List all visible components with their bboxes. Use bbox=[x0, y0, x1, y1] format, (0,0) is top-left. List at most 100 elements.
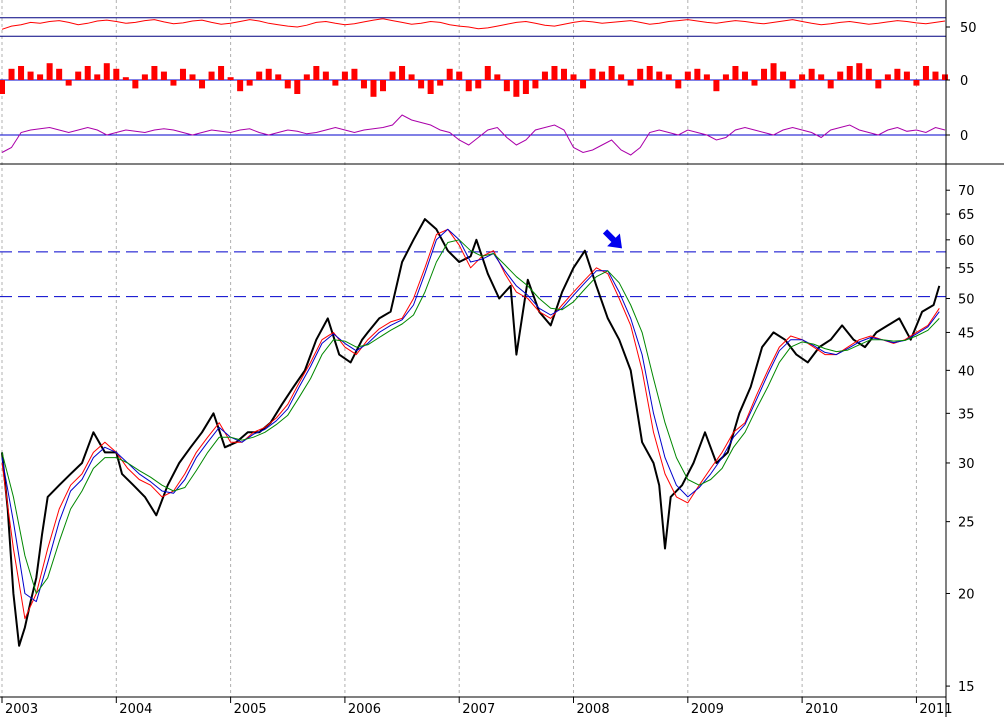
y-tick-label: 15 bbox=[958, 680, 975, 695]
histogram-bar bbox=[179, 68, 186, 80]
histogram-bar bbox=[75, 71, 82, 80]
y-tick-label: 50 bbox=[958, 293, 975, 308]
y-tick-label: 40 bbox=[958, 364, 975, 379]
histogram-bar bbox=[789, 80, 796, 89]
histogram-bar bbox=[837, 71, 844, 80]
histogram-bar bbox=[141, 74, 148, 80]
histogram-bar bbox=[465, 80, 472, 92]
histogram-bar bbox=[227, 77, 234, 80]
histogram-bar bbox=[560, 68, 567, 80]
histogram-bar bbox=[437, 80, 444, 86]
arrow-marker bbox=[602, 229, 623, 249]
histogram-bar bbox=[580, 80, 587, 89]
panel-tick-label: 0 bbox=[960, 74, 968, 89]
y-tick-label: 35 bbox=[958, 407, 975, 422]
histogram-bar bbox=[608, 66, 615, 80]
histogram-bar bbox=[875, 80, 882, 89]
histogram-bar bbox=[313, 66, 320, 80]
histogram-bar bbox=[732, 66, 739, 80]
histogram-bar bbox=[84, 66, 91, 80]
histogram-bar bbox=[684, 71, 691, 80]
x-tick-label: 2005 bbox=[234, 702, 267, 717]
histogram-bar bbox=[113, 68, 120, 80]
histogram-bar bbox=[637, 68, 644, 80]
histogram-bar bbox=[942, 74, 948, 80]
histogram-bar bbox=[865, 68, 872, 80]
histogram-bar bbox=[503, 80, 510, 92]
histogram-bar bbox=[484, 66, 491, 80]
histogram-bar bbox=[570, 74, 577, 80]
histogram-bar bbox=[456, 71, 463, 80]
histogram-bar bbox=[8, 68, 15, 80]
histogram-bar bbox=[380, 80, 387, 92]
panel-line bbox=[1, 114, 946, 156]
histogram-bar bbox=[646, 66, 653, 80]
moving-average-line bbox=[1, 228, 940, 603]
histogram-bar bbox=[799, 74, 806, 80]
histogram-bar bbox=[322, 71, 329, 80]
histogram-bar bbox=[665, 74, 672, 80]
histogram-bar bbox=[418, 80, 425, 89]
x-tick-label: 2008 bbox=[577, 702, 610, 717]
histogram-bar bbox=[903, 71, 910, 80]
histogram-bar bbox=[27, 71, 34, 80]
panel-line bbox=[1, 18, 946, 30]
histogram-bar bbox=[303, 74, 310, 80]
histogram-bar bbox=[522, 80, 529, 94]
histogram-bar bbox=[132, 80, 139, 89]
x-tick-label: 2006 bbox=[348, 702, 381, 717]
histogram-bar bbox=[751, 80, 758, 86]
histogram-bar bbox=[46, 63, 53, 80]
histogram-bar bbox=[160, 71, 167, 80]
histogram-bar bbox=[265, 68, 272, 80]
y-tick-label: 20 bbox=[958, 587, 975, 602]
histogram-bar bbox=[284, 80, 291, 89]
x-tick-label: 2009 bbox=[691, 702, 724, 717]
histogram-bar bbox=[65, 80, 72, 86]
histogram-bar bbox=[389, 71, 396, 80]
x-tick-label: 2010 bbox=[805, 702, 838, 717]
moving-average-line bbox=[1, 228, 940, 620]
histogram-bar bbox=[332, 80, 339, 86]
histogram-bar bbox=[808, 68, 815, 80]
y-tick-label: 70 bbox=[958, 184, 975, 199]
histogram-bar bbox=[694, 68, 701, 80]
y-tick-label: 30 bbox=[958, 457, 975, 472]
panel-oscillator-1 bbox=[0, 17, 946, 37]
histogram-bar bbox=[741, 71, 748, 80]
histogram-bar bbox=[103, 63, 110, 80]
histogram-bar bbox=[37, 74, 44, 80]
histogram-bar bbox=[722, 74, 729, 80]
histogram-bar bbox=[894, 68, 901, 80]
histogram-bar bbox=[599, 71, 606, 80]
histogram-bar bbox=[922, 66, 929, 80]
histogram-bar bbox=[618, 74, 625, 80]
histogram-bar bbox=[818, 74, 825, 80]
x-tick-label: 2011 bbox=[919, 702, 952, 717]
moving-average-line bbox=[1, 239, 940, 594]
histogram-bar bbox=[208, 71, 215, 80]
histogram-bar bbox=[360, 80, 367, 89]
histogram-bar bbox=[675, 80, 682, 89]
y-tick-label: 25 bbox=[958, 516, 975, 531]
indicator-panels bbox=[0, 17, 948, 156]
histogram-bar bbox=[827, 80, 834, 89]
histogram-bar bbox=[122, 77, 129, 80]
histogram-bar bbox=[408, 74, 415, 80]
histogram-bar bbox=[294, 80, 301, 94]
price-panel bbox=[0, 218, 946, 647]
histogram-bar bbox=[170, 80, 177, 86]
histogram-bar bbox=[399, 66, 406, 80]
histogram-bar bbox=[770, 63, 777, 80]
histogram-bar bbox=[275, 74, 282, 80]
histogram-bar bbox=[246, 80, 253, 86]
histogram-bar bbox=[56, 68, 63, 80]
histogram-bar bbox=[370, 80, 377, 97]
panel-oscillator-2 bbox=[0, 114, 946, 156]
arrow-marker-shape bbox=[602, 229, 623, 249]
histogram-bar bbox=[513, 80, 520, 97]
histogram-bar bbox=[703, 74, 710, 80]
